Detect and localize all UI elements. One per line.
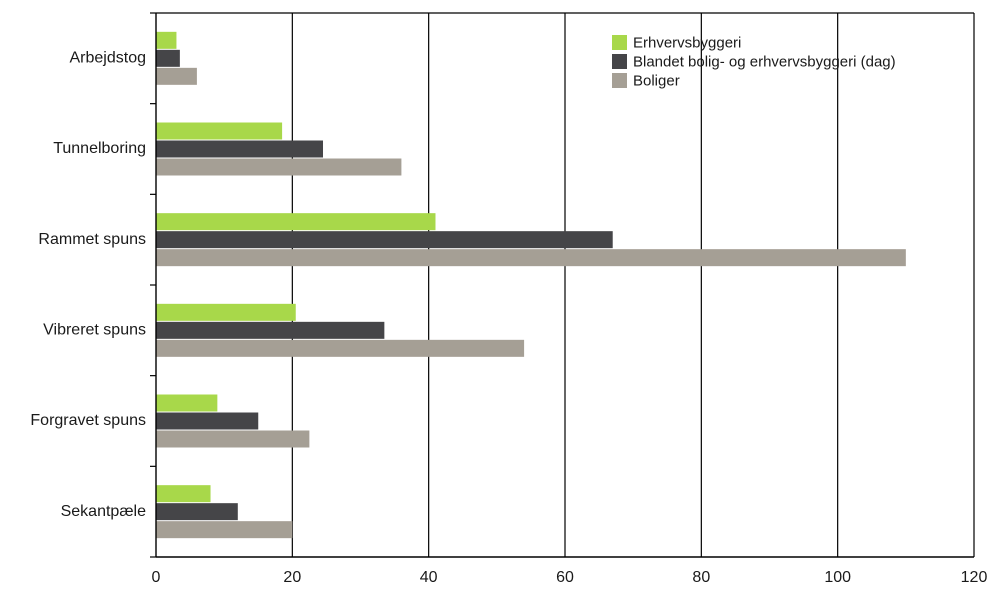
legend-label-1: Erhvervsbyggeri [633,34,741,51]
x-tick-label-4: 80 [692,569,710,586]
bar-1-4 [156,303,296,321]
legend-label-2: Blandet bolig- og erhvervsbyggeri (dag) [633,53,896,70]
category-label-5: Forgravet spuns [30,412,146,429]
category-label-3: Rammet spuns [38,231,146,248]
legend-swatch-2 [612,54,627,69]
legend-swatch-1 [612,35,627,50]
category-label-2: Tunnelboring [53,140,146,157]
category-label-1: Arbejdstog [70,50,147,67]
category-label-4: Vibreret spuns [43,322,146,339]
legend-swatch-3 [612,73,627,88]
bar-1-3 [156,213,436,231]
bar-2-1 [156,49,180,67]
x-tick-label-2: 40 [420,569,438,586]
bar-3-2 [156,158,402,176]
bar-2-2 [156,140,324,158]
x-tick-label-5: 100 [824,569,851,586]
x-tick-label-6: 120 [961,569,988,586]
bar-3-3 [156,249,906,267]
legend-label-3: Boliger [633,72,680,89]
x-tick-label-3: 60 [556,569,574,586]
category-label-6: Sekantpæle [61,503,146,520]
bar-3-4 [156,339,525,357]
bar-1-6 [156,485,211,503]
bar-1-1 [156,31,177,49]
bar-2-5 [156,412,259,430]
x-tick-label-1: 20 [283,569,301,586]
bar-1-5 [156,394,218,412]
bar-1-2 [156,122,283,140]
x-tick-label-0: 0 [152,569,161,586]
bar-2-4 [156,321,385,339]
bar-2-3 [156,231,613,249]
bar-3-5 [156,430,310,448]
bar-2-6 [156,503,238,521]
bar-3-1 [156,67,197,85]
bar-3-6 [156,521,293,539]
